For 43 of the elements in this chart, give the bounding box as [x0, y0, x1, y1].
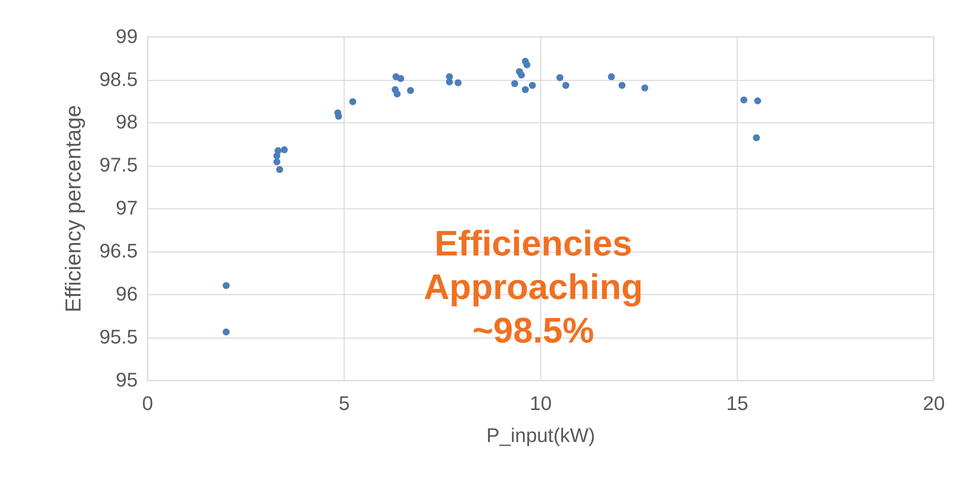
x-tick-label: 10: [530, 393, 552, 416]
x-tick-label: 15: [726, 393, 748, 416]
point: [280, 146, 288, 154]
point: [641, 84, 648, 92]
point: [528, 82, 536, 89]
point: [407, 87, 414, 94]
point: [394, 90, 401, 98]
point: [752, 134, 760, 142]
point: [754, 97, 762, 104]
point: [556, 74, 564, 82]
y-tick-label: 98: [116, 112, 138, 134]
point: [349, 98, 356, 106]
point: [562, 82, 570, 89]
x-tick-label: 0: [142, 393, 154, 416]
y-tick-label: 96.5: [99, 240, 138, 263]
point: [273, 158, 280, 166]
point: [740, 96, 748, 104]
point: [522, 86, 529, 94]
x-tick-label: 5: [338, 393, 350, 416]
x-axis-title: P_input(kW): [486, 424, 596, 447]
y-tick-label: 97.5: [99, 154, 138, 177]
y-tick-label: 96: [116, 284, 138, 306]
y-tick-label: 99: [116, 26, 138, 48]
x-tick-label: 20: [922, 393, 945, 416]
point: [273, 152, 280, 160]
point: [518, 72, 525, 79]
point: [511, 80, 518, 88]
point: [608, 73, 615, 80]
point: [335, 112, 342, 120]
y-tick-label: 95: [116, 370, 138, 392]
point: [454, 79, 462, 86]
y-tick-label: 95.5: [99, 326, 138, 349]
point: [397, 74, 404, 82]
point: [618, 82, 626, 89]
point: [222, 282, 230, 290]
point: [523, 61, 530, 68]
point: [446, 78, 453, 86]
point: [276, 166, 284, 174]
point: [222, 328, 230, 336]
annotation: Efficiencies Approaching ~98.5%: [424, 224, 643, 351]
y-tick-label: 97: [116, 198, 138, 220]
y-tick-label: 98.5: [99, 68, 138, 91]
y-axis-title: Efficiency percentage: [60, 105, 86, 312]
